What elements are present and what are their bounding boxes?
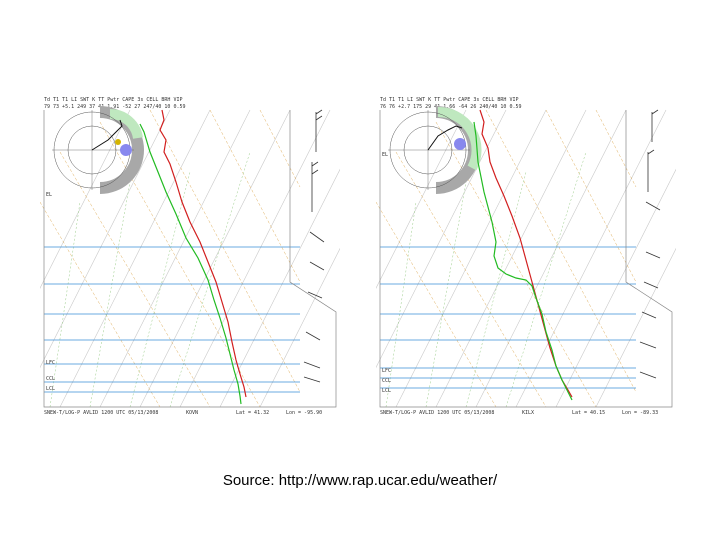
hodograph (52, 106, 144, 194)
footer-lon: Lon = -95.90 (286, 410, 322, 416)
level-label-lfc: LFC (46, 360, 55, 366)
level-label-ccl: CCL (382, 378, 391, 384)
temperature-trace (159, 109, 247, 398)
skewt-grid (376, 109, 676, 408)
hodograph (388, 106, 482, 194)
footer-title: SNEW-T/LOG-P AVLID 1200 UTC 05/13/2008 (380, 410, 494, 416)
skewt-diagram-left: Td T1 T1 LI SWT K TT Pwtr CAPE 3s CELL B… (40, 92, 340, 422)
header-labels: Td T1 T1 LI SWT K TT Pwtr CAPE 3s CELL B… (44, 97, 182, 103)
source-caption: Source: http://www.rap.ucar.edu/weather/ (222, 472, 498, 489)
header-labels: Td T1 T1 LI SWT K TT Pwtr CAPE 3s CELL B… (380, 97, 518, 103)
footer-lat: Lat = 41.32 (236, 410, 269, 416)
header-values: 76 76 +2.7 175 29 41 1.66 -64 26 240/40 … (380, 104, 521, 110)
skewt-diagram-right: Td T1 T1 LI SWT K TT Pwtr CAPE 3s CELL B… (376, 92, 676, 422)
footer-lon: Lon = -89.33 (622, 410, 658, 416)
level-label-lcl: LCL (46, 386, 55, 392)
skewt-grid (40, 109, 340, 408)
level-label-lcl: LCL (382, 388, 391, 394)
wind-barb-icon (639, 109, 661, 379)
level-label-el: EL (382, 152, 388, 158)
dewpoint-trace (139, 123, 242, 405)
wind-barb-icon (303, 109, 325, 383)
dewpoint-trace (473, 121, 573, 401)
footer-lat: Lat = 40.15 (572, 410, 605, 416)
level-label-ccl: CCL (46, 376, 55, 382)
sounding-panel-right: Td T1 T1 LI SWT K TT Pwtr CAPE 3s CELL B… (376, 92, 676, 422)
storm-motion-dot-icon (454, 138, 466, 150)
footer-title: SNEW-T/LOG-P AVLID 1200 UTC 05/13/2008 (44, 410, 158, 416)
storm-motion-dot-icon (120, 144, 132, 156)
footer-station: KILX (522, 410, 534, 416)
level-label-lfc: LFC (382, 368, 391, 374)
level-label-el: EL (46, 192, 52, 198)
header-values: 79 73 +5.1 249 37 41 1.91 -52 27 247/40 … (44, 104, 185, 110)
footer-station: KOVN (186, 410, 198, 416)
sounding-panel-left: Td T1 T1 LI SWT K TT Pwtr CAPE 3s CELL B… (40, 92, 340, 422)
